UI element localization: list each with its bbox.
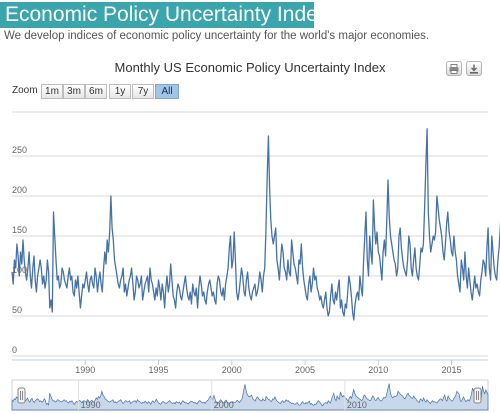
y-tick-label: 50: [12, 305, 22, 315]
series-line: [11, 128, 500, 321]
handle-grip: [473, 387, 482, 404]
page-title: Economic Policy Uncertainty Index: [5, 3, 329, 26]
zoom-button-1m[interactable]: 1m: [41, 84, 63, 99]
zoom-button-3m[interactable]: 3m: [63, 84, 85, 99]
zoom-button-6m[interactable]: 6m: [85, 84, 107, 99]
navigator-right-handle[interactable]: [473, 387, 482, 404]
chart-title: Monthly US Economic Policy Uncertainty I…: [114, 60, 386, 75]
x-tick-label: 2010: [368, 365, 388, 375]
navigator-left-handle[interactable]: [17, 387, 26, 404]
x-axis: 1990 1995 2000 2005 2010 2015: [12, 359, 488, 375]
chart-grid: [12, 111, 488, 357]
y-tick-label: 150: [12, 225, 27, 235]
print-button[interactable]: [446, 61, 462, 76]
navigator-tick-label: 2010: [347, 400, 367, 410]
y-tick-label: 0: [12, 345, 17, 355]
y-tick-label: 250: [12, 145, 27, 155]
navigator-tick-label: 1990: [81, 400, 101, 410]
zoom-button-7y[interactable]: 7y: [132, 84, 154, 99]
page-banner: Economic Policy Uncertainty Index: [0, 2, 328, 28]
download-icon: [470, 64, 478, 74]
x-tick-label: 1990: [75, 365, 95, 375]
handle-grip: [17, 387, 26, 404]
x-tick-label: 2015: [441, 365, 461, 375]
page-subtitle: We develop indices of economic policy un…: [4, 30, 430, 42]
y-tick-label: 200: [12, 185, 27, 195]
plot-area: [11, 128, 500, 321]
zoom-button-1y[interactable]: 1y: [109, 84, 131, 99]
zoom-label: Zoom: [12, 85, 38, 96]
print-icon: [449, 64, 459, 74]
navigator-series: [11, 383, 489, 411]
zoom-button-all[interactable]: All: [155, 84, 179, 99]
x-tick-label: 2000: [222, 365, 242, 375]
x-tick-label: 2005: [295, 365, 315, 375]
navigator[interactable]: 1990 2000 2010: [11, 379, 489, 411]
x-tick-label: 1995: [148, 365, 168, 375]
navigator-tick-label: 2000: [214, 400, 234, 410]
download-button[interactable]: [466, 61, 482, 76]
